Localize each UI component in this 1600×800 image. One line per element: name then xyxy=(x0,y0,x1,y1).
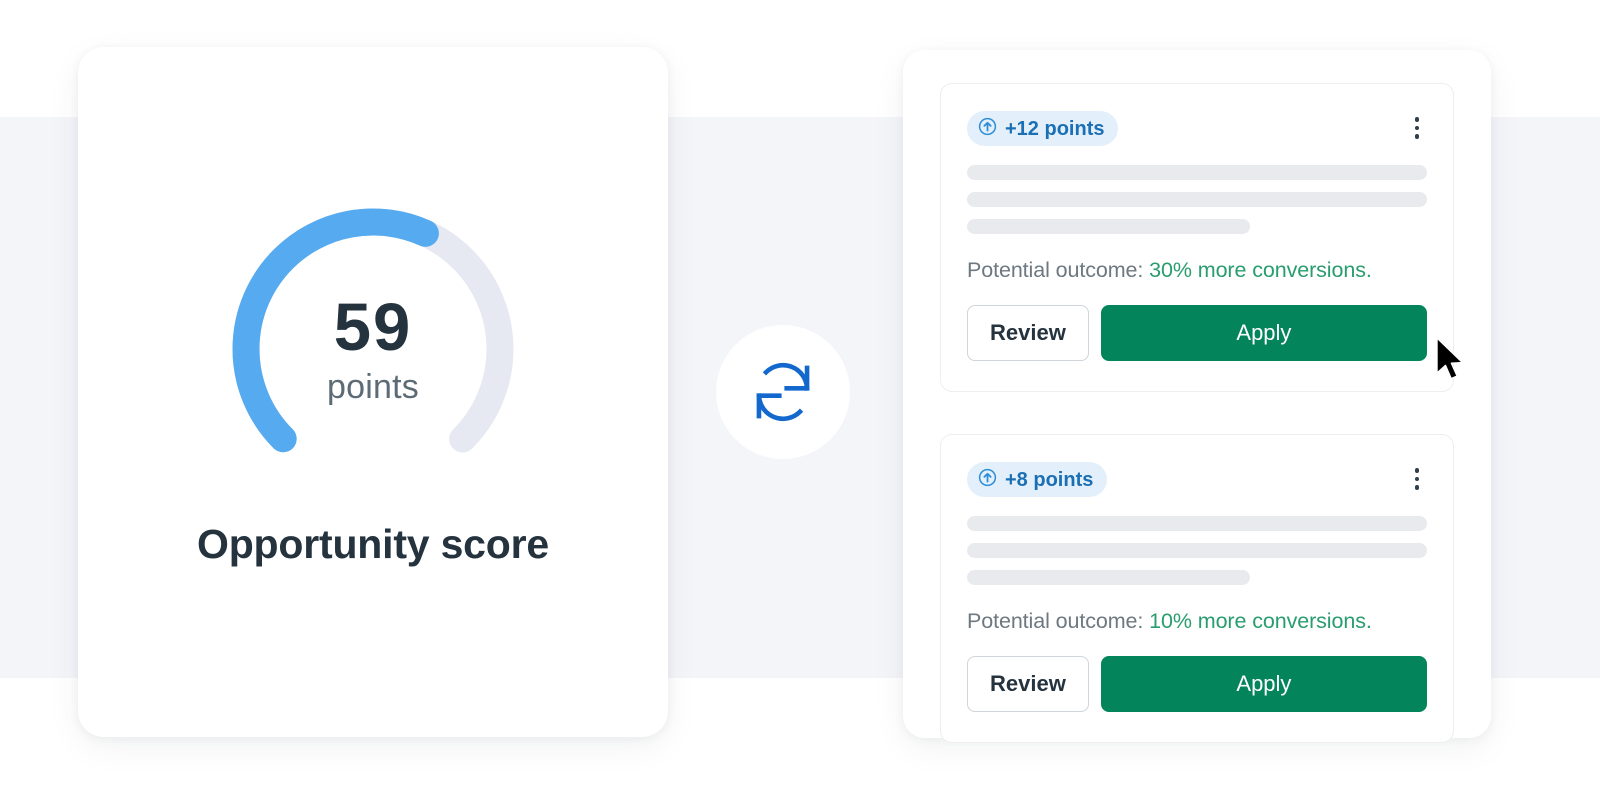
refresh-sync-icon xyxy=(746,355,820,429)
kebab-menu-icon[interactable] xyxy=(1407,113,1428,143)
suggestion-card-actions: Review Apply xyxy=(967,305,1427,361)
opportunity-score-card: 59 points Opportunity score xyxy=(78,47,668,737)
skeleton-placeholder xyxy=(967,165,1427,234)
skeleton-line xyxy=(967,165,1427,180)
apply-button[interactable]: Apply xyxy=(1100,305,1427,361)
skeleton-line xyxy=(967,219,1250,234)
potential-outcome: Potential outcome: 30% more conversions. xyxy=(967,258,1427,283)
review-button[interactable]: Review xyxy=(967,305,1089,361)
opportunity-score-gauge: 59 points xyxy=(223,199,523,499)
sync-refresh-button[interactable] xyxy=(716,325,850,459)
suggestion-card[interactable]: +12 points Potential outcome: 30% more c… xyxy=(940,83,1454,392)
kebab-dot xyxy=(1414,468,1419,473)
points-badge-label: +8 points xyxy=(1005,468,1094,491)
potential-outcome-value: 30% more conversions. xyxy=(1149,258,1372,282)
kebab-dot xyxy=(1414,134,1419,139)
skeleton-line xyxy=(967,570,1250,585)
gauge-unit: points xyxy=(327,368,419,406)
kebab-dot xyxy=(1414,485,1419,490)
potential-outcome: Potential outcome: 10% more conversions. xyxy=(967,609,1427,634)
skeleton-line xyxy=(967,543,1427,558)
points-badge-label: +12 points xyxy=(1005,117,1105,140)
points-badge: +8 points xyxy=(967,462,1108,497)
suggestion-card[interactable]: +8 points Potential outcome: 10% more co… xyxy=(940,434,1454,743)
skeleton-line xyxy=(967,192,1427,207)
kebab-dot xyxy=(1414,117,1419,122)
suggestion-card-actions: Review Apply xyxy=(967,656,1427,712)
suggestions-panel: +12 points Potential outcome: 30% more c… xyxy=(903,50,1491,743)
review-button[interactable]: Review xyxy=(967,656,1089,712)
potential-outcome-label: Potential outcome: xyxy=(967,258,1150,282)
kebab-dot xyxy=(1414,125,1419,130)
arrow-up-circle-icon xyxy=(978,117,997,140)
apply-button[interactable]: Apply xyxy=(1100,656,1427,712)
page-title: Opportunity score xyxy=(197,521,549,567)
gauge-fill xyxy=(232,208,514,490)
arrow-up-circle-icon xyxy=(978,468,997,491)
potential-outcome-label: Potential outcome: xyxy=(967,609,1150,633)
suggestion-card-header: +12 points xyxy=(967,111,1427,146)
kebab-dot xyxy=(1414,476,1419,481)
skeleton-line xyxy=(967,516,1427,531)
potential-outcome-value: 10% more conversions. xyxy=(1149,609,1372,633)
kebab-menu-icon[interactable] xyxy=(1407,464,1428,494)
points-badge: +12 points xyxy=(967,111,1119,146)
gauge-value: 59 xyxy=(333,290,413,365)
skeleton-placeholder xyxy=(967,516,1427,585)
suggestion-card-header: +8 points xyxy=(967,462,1427,497)
gauge-center-label: 59 points xyxy=(223,199,523,499)
